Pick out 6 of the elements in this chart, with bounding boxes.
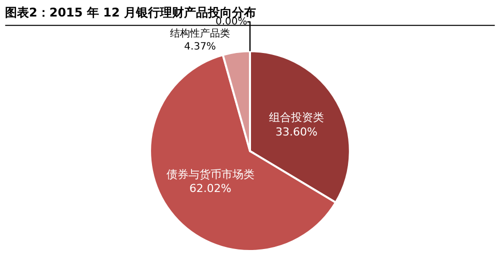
slice-label: 债券与货币市场类 xyxy=(166,168,254,181)
data-label: 4.37% xyxy=(184,41,216,52)
data-label: 33.60% xyxy=(276,125,318,138)
data-label: 62.02% xyxy=(189,182,232,196)
slice-label: 结构性产品类 xyxy=(170,27,230,40)
slice-label: 组合投资类 xyxy=(268,111,324,124)
